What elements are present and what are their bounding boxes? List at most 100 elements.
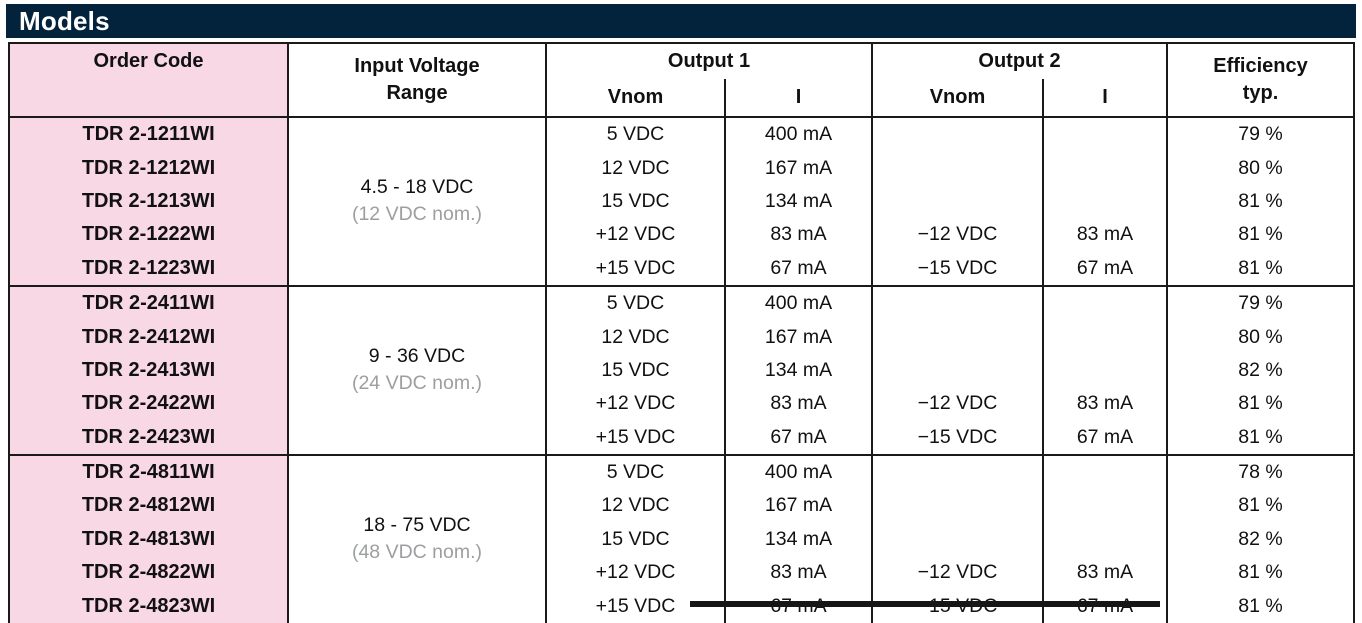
efficiency: 81 %: [1238, 256, 1283, 279]
output1-vnom: +12 VDC: [547, 556, 726, 590]
col-header-output2: Output 2: [873, 44, 1168, 79]
input-nominal: (24 VDC nom.): [351, 372, 483, 395]
input-nominal: (12 VDC nom.): [351, 203, 483, 226]
efficiency: 80 %: [1238, 325, 1283, 348]
order-code: TDR 2-1223WI: [10, 251, 289, 285]
order-code: TDR 2-2423WI: [10, 420, 289, 454]
output2-current: 83 mA: [1044, 387, 1168, 421]
order-code: TDR 2-1213WI: [10, 184, 289, 219]
col-header-input-voltage-line2: Range: [386, 82, 448, 104]
output2-current: 67 mA: [1044, 420, 1168, 454]
output1-vnom: 5 VDC: [547, 455, 726, 490]
efficiency: 81 %: [1238, 425, 1283, 448]
output2-vnom: [873, 320, 1044, 354]
output1-current: 67 mA: [726, 420, 873, 454]
output1-current: 134 mA: [726, 353, 873, 388]
output2-current: [1044, 353, 1168, 388]
output1-vnom: 15 VDC: [547, 353, 726, 388]
col-header-efficiency-line2: typ.: [1242, 82, 1279, 104]
output1-current: 400 mA: [726, 118, 873, 152]
input-range: 18 - 75 VDC: [363, 514, 471, 537]
output2-current: [1044, 286, 1168, 321]
output2-vnom: −12 VDC: [873, 218, 1044, 252]
order-code: TDR 2-2412WI: [10, 320, 289, 354]
col-header-output2-vnom: Vnom: [873, 79, 1044, 116]
efficiency: 82 %: [1238, 358, 1283, 381]
section-title: Models: [19, 5, 110, 36]
output1-current: 134 mA: [726, 184, 873, 219]
input-nominal: (48 VDC nom.): [351, 541, 483, 564]
efficiency: 81 %: [1238, 561, 1283, 584]
order-code: TDR 2-2411WI: [10, 286, 289, 321]
col-header-input-voltage: Input Voltage Range: [289, 44, 547, 116]
output1-vnom: 15 VDC: [547, 184, 726, 219]
output1-vnom: +12 VDC: [547, 218, 726, 252]
output2-vnom: [873, 118, 1044, 152]
output2-vnom: [873, 489, 1044, 523]
output1-vnom: 12 VDC: [547, 151, 726, 185]
output1-vnom: +15 VDC: [547, 251, 726, 285]
next-section-top-edge: [690, 601, 1160, 607]
output1-current: 167 mA: [726, 151, 873, 185]
efficiency: 80 %: [1238, 156, 1283, 179]
efficiency: 79 %: [1238, 123, 1283, 146]
output2-vnom: −12 VDC: [873, 387, 1044, 421]
order-code: TDR 2-1222WI: [10, 218, 289, 252]
output1-current: 167 mA: [726, 489, 873, 523]
output1-current: 134 mA: [726, 522, 873, 557]
output2-vnom: [873, 353, 1044, 388]
efficiency: 79 %: [1238, 292, 1283, 315]
order-code: TDR 2-4822WI: [10, 556, 289, 590]
output1-current: 83 mA: [726, 218, 873, 252]
efficiency: 81 %: [1238, 594, 1283, 617]
output1-current: 167 mA: [726, 320, 873, 354]
output2-vnom: [873, 184, 1044, 219]
output2-current: [1044, 320, 1168, 354]
order-code: TDR 2-4811WI: [10, 455, 289, 490]
input-voltage-range: 4.5 - 18 VDC (12 VDC nom.): [289, 118, 547, 285]
output1-vnom: 12 VDC: [547, 320, 726, 354]
col-header-output1: Output 1: [547, 44, 873, 79]
output1-current: 67 mA: [726, 251, 873, 285]
efficiency: 82 %: [1238, 527, 1283, 550]
model-group-24vdc: TDR 2-2411WI TDR 2-2412WI TDR 2-2413WI T…: [10, 284, 1353, 454]
efficiency: 81 %: [1238, 392, 1283, 415]
output2-vnom: [873, 286, 1044, 321]
col-header-efficiency-line1: Efficiency: [1213, 55, 1308, 77]
order-code: TDR 2-4813WI: [10, 522, 289, 557]
table-header: Order Code Input Voltage Range Output 1 …: [10, 44, 1353, 118]
output1-vnom: 15 VDC: [547, 522, 726, 557]
output2-current: 83 mA: [1044, 218, 1168, 252]
output1-vnom: 5 VDC: [547, 118, 726, 152]
output2-current: [1044, 455, 1168, 490]
col-header-output2-i: I: [1044, 79, 1168, 116]
efficiency: 78 %: [1238, 461, 1283, 484]
output1-current: 400 mA: [726, 286, 873, 321]
efficiency: 81 %: [1238, 223, 1283, 246]
col-header-output1-vnom: Vnom: [547, 79, 726, 116]
order-code: TDR 2-1211WI: [10, 118, 289, 152]
model-group-12vdc: TDR 2-1211WI TDR 2-1212WI TDR 2-1213WI T…: [10, 118, 1353, 285]
efficiency: 81 %: [1238, 189, 1283, 212]
output2-current: [1044, 151, 1168, 185]
output1-vnom: +12 VDC: [547, 387, 726, 421]
output2-vnom: [873, 522, 1044, 557]
output2-current: [1044, 184, 1168, 219]
output2-current: [1044, 118, 1168, 152]
output1-vnom: +15 VDC: [547, 420, 726, 454]
output2-vnom: −15 VDC: [873, 420, 1044, 454]
col-header-efficiency: Efficiency typ.: [1168, 44, 1353, 116]
order-code: TDR 2-4823WI: [10, 589, 289, 623]
input-range: 9 - 36 VDC: [368, 345, 466, 368]
output1-vnom: 12 VDC: [547, 489, 726, 523]
output2-current: [1044, 522, 1168, 557]
output2-current: 67 mA: [1044, 251, 1168, 285]
input-voltage-range: 18 - 75 VDC (48 VDC nom.): [289, 455, 547, 623]
efficiency: 81 %: [1238, 494, 1283, 517]
model-group-48vdc: TDR 2-4811WI TDR 2-4812WI TDR 2-4813WI T…: [10, 453, 1353, 623]
col-header-input-voltage-line1: Input Voltage: [354, 55, 480, 77]
col-header-output1-i: I: [726, 79, 873, 116]
order-code: TDR 2-4812WI: [10, 489, 289, 523]
output2-current: 83 mA: [1044, 556, 1168, 590]
section-title-bar: Models: [6, 4, 1356, 38]
